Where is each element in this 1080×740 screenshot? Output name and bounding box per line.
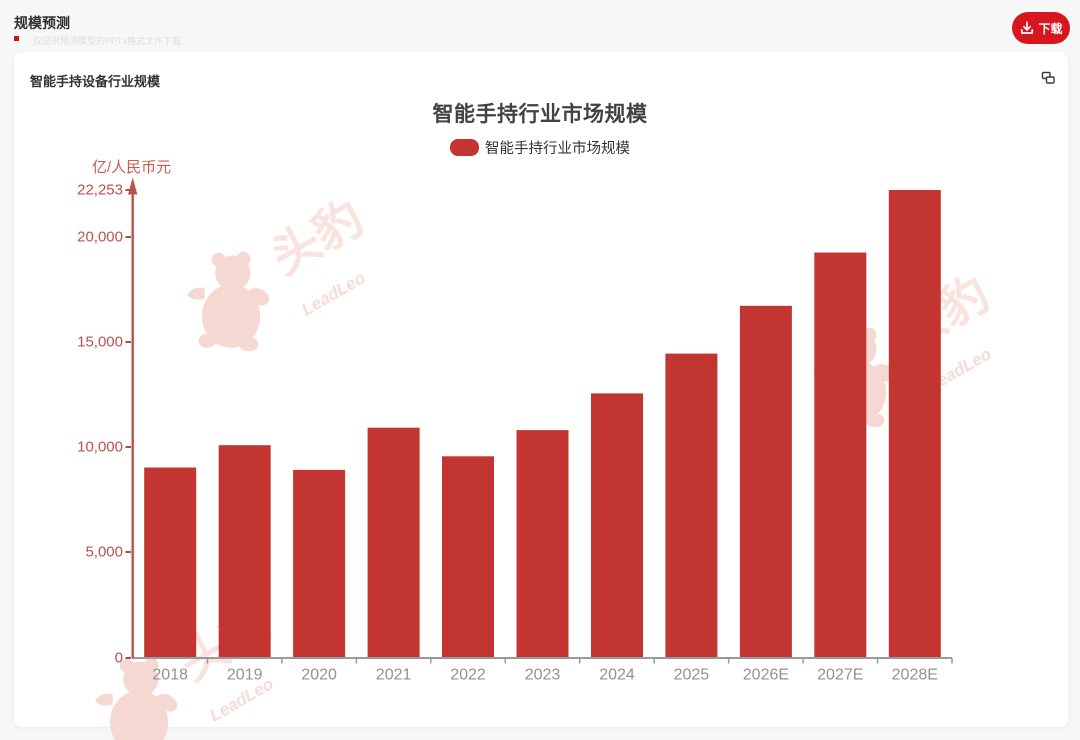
svg-text:2018: 2018 <box>152 667 188 684</box>
svg-text:10,000: 10,000 <box>77 439 123 456</box>
svg-text:15,000: 15,000 <box>77 334 123 351</box>
svg-text:0: 0 <box>115 650 123 667</box>
svg-text:2025: 2025 <box>674 667 710 684</box>
svg-text:2026E: 2026E <box>743 667 789 684</box>
svg-text:2020: 2020 <box>301 667 337 684</box>
svg-text:2021: 2021 <box>376 667 412 684</box>
svg-text:5,000: 5,000 <box>85 544 123 561</box>
svg-text:2024: 2024 <box>599 667 635 684</box>
svg-text:20,000: 20,000 <box>77 229 123 246</box>
svg-text:2028E: 2028E <box>892 667 938 684</box>
svg-text:2023: 2023 <box>525 667 561 684</box>
svg-text:2022: 2022 <box>450 667 486 684</box>
svg-text:22,253: 22,253 <box>77 182 123 199</box>
svg-text:2019: 2019 <box>227 667 263 684</box>
svg-text:2027E: 2027E <box>817 667 863 684</box>
